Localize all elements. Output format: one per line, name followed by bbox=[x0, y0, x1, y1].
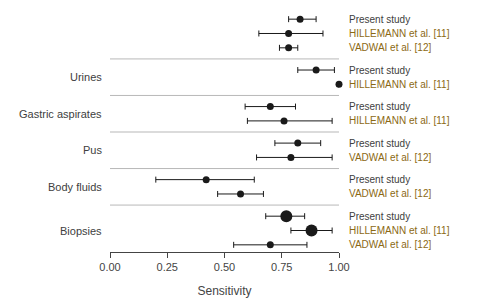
svg-text:VADWAI et al. [12]: VADWAI et al. [12] bbox=[349, 42, 431, 53]
svg-text:Pus: Pus bbox=[83, 144, 102, 156]
svg-text:VADWAI et al. [12]: VADWAI et al. [12] bbox=[349, 152, 431, 163]
svg-text:VADWAI et al. [12]: VADWAI et al. [12] bbox=[349, 188, 431, 199]
svg-text:1.00: 1.00 bbox=[328, 261, 349, 273]
svg-text:Urines: Urines bbox=[70, 71, 102, 83]
svg-text:Present study: Present study bbox=[349, 14, 410, 25]
svg-text:0.25: 0.25 bbox=[157, 261, 178, 273]
svg-text:Biopsies: Biopsies bbox=[60, 225, 102, 237]
svg-text:VADWAI et al. [12]: VADWAI et al. [12] bbox=[349, 239, 431, 250]
svg-text:Gastric aspirates: Gastric aspirates bbox=[19, 108, 102, 120]
svg-text:0.00: 0.00 bbox=[99, 261, 120, 273]
svg-text:Present study: Present study bbox=[349, 101, 410, 112]
svg-text:Present study: Present study bbox=[349, 211, 410, 222]
svg-text:0.50: 0.50 bbox=[214, 261, 235, 273]
svg-text:Present study: Present study bbox=[349, 174, 410, 185]
svg-text:Sensitivity: Sensitivity bbox=[197, 284, 251, 298]
svg-text:Body fluids: Body fluids bbox=[48, 181, 102, 193]
svg-text:HILLEMANN et al. [11]: HILLEMANN et al. [11] bbox=[349, 79, 450, 90]
svg-text:HILLEMANN et al. [11]: HILLEMANN et al. [11] bbox=[349, 225, 450, 236]
svg-text:HILLEMANN et al. [11]: HILLEMANN et al. [11] bbox=[349, 115, 450, 126]
svg-text:0.75: 0.75 bbox=[271, 261, 292, 273]
svg-text:Present study: Present study bbox=[349, 65, 410, 76]
svg-text:Present study: Present study bbox=[349, 138, 410, 149]
svg-text:HILLEMANN et al. [11]: HILLEMANN et al. [11] bbox=[349, 28, 450, 39]
